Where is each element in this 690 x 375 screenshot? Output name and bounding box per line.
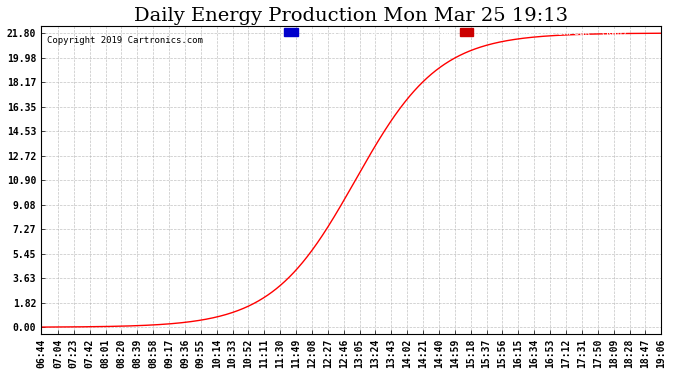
Legend: Power Produced OffPeak  (kWh), Power Produced OnPeak  (kWh): Power Produced OffPeak (kWh), Power Prod… [282,25,630,39]
Title: Daily Energy Production Mon Mar 25 19:13: Daily Energy Production Mon Mar 25 19:13 [134,7,569,25]
Text: Copyright 2019 Cartronics.com: Copyright 2019 Cartronics.com [48,36,204,45]
